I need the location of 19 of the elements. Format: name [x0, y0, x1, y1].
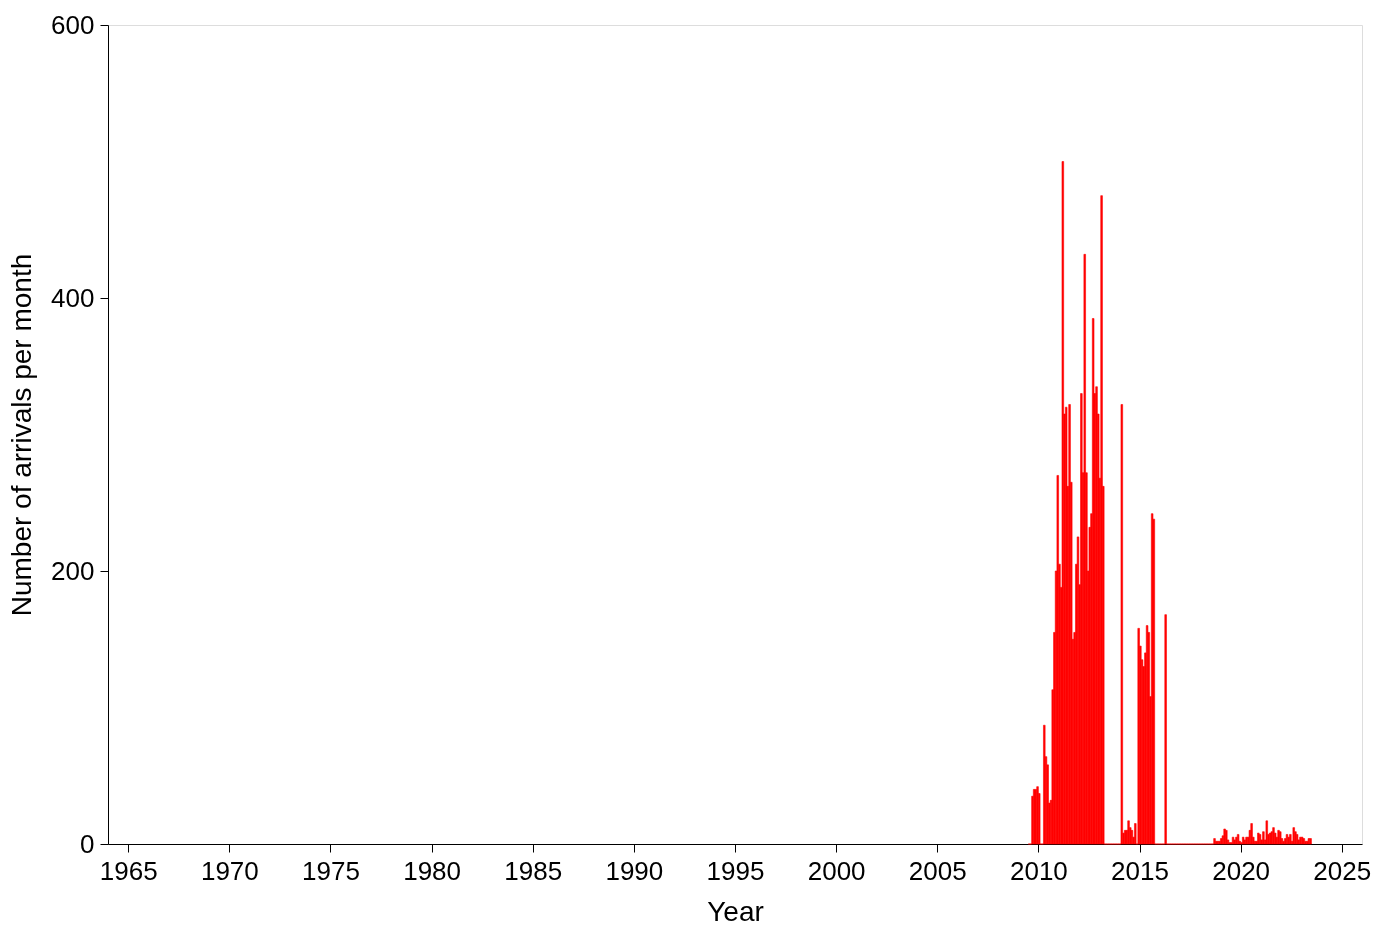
x-tick-label: 1965: [99, 855, 158, 886]
y-tick-label: 200: [51, 555, 95, 586]
y-tick-label: 400: [51, 282, 95, 313]
y-axis-title: Number of arrivals per month: [6, 253, 38, 617]
x-tick-label: 2015: [1111, 855, 1169, 886]
y-tick-label: 0: [80, 828, 95, 859]
x-tick-label: 1995: [706, 855, 765, 886]
x-tick-label: 1985: [504, 855, 563, 886]
y-tick-label: 600: [51, 9, 95, 40]
x-tick-label: 1975: [302, 855, 360, 886]
x-tick-label: 1970: [200, 855, 259, 886]
x-tick-label: 2000: [807, 855, 866, 886]
x-tick-label: 2005: [908, 855, 967, 886]
x-tick-label: 2010: [1009, 855, 1068, 886]
x-tick-label: 2020: [1212, 855, 1271, 886]
x-tick-label: 1980: [403, 855, 462, 886]
x-tick-label: 1990: [605, 855, 664, 886]
x-tick-label: 2025: [1313, 855, 1372, 886]
x-axis-title: Year: [707, 895, 764, 927]
